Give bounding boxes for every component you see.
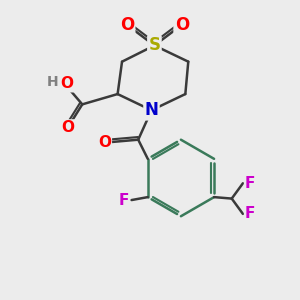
Text: F: F — [118, 193, 128, 208]
Text: O: O — [61, 76, 74, 91]
Text: F: F — [245, 206, 256, 221]
Text: S: S — [148, 37, 160, 55]
Text: O: O — [120, 16, 134, 34]
Text: F: F — [245, 176, 256, 191]
Text: O: O — [175, 16, 189, 34]
Text: N: N — [145, 101, 158, 119]
Text: O: O — [98, 135, 111, 150]
Text: H: H — [46, 75, 58, 89]
Text: O: O — [61, 120, 74, 135]
